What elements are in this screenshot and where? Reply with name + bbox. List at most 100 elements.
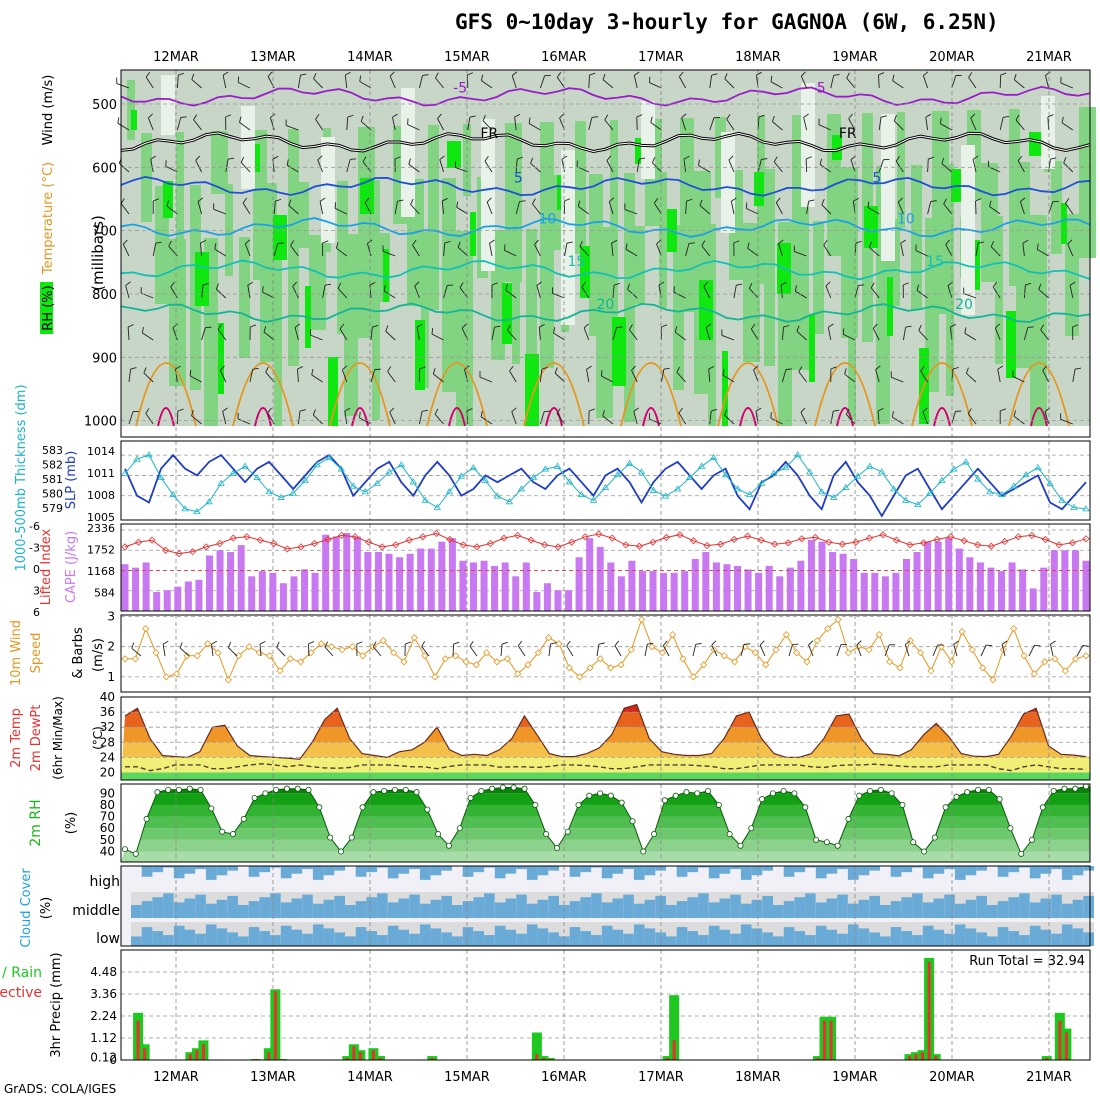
cloud-high-cell xyxy=(516,866,527,870)
cape-bar xyxy=(1019,569,1027,611)
barb-flag xyxy=(753,365,759,371)
cape-bar xyxy=(1061,550,1069,611)
barb-staff xyxy=(337,288,348,299)
rh-2m-point xyxy=(661,797,668,804)
temp-contour-25 xyxy=(329,362,391,427)
wind-speed-point xyxy=(700,661,708,669)
barb-flag xyxy=(484,155,489,162)
cloud-high-cell xyxy=(173,866,185,879)
surface-wind-barb xyxy=(596,642,605,657)
temp-frame xyxy=(120,696,1091,781)
wind-speed-point xyxy=(173,670,181,678)
cape-bar xyxy=(818,541,826,611)
lifted-index-point xyxy=(297,543,305,551)
cloud-high-cell xyxy=(1019,866,1030,868)
surface-wind-barb xyxy=(259,640,266,657)
cloud-low-cell xyxy=(730,933,741,946)
wind-speed-point xyxy=(483,649,491,657)
cloud-mid-cell xyxy=(409,894,420,918)
below-ground-band xyxy=(121,426,1090,437)
thickness-point xyxy=(830,493,838,500)
barb-flag xyxy=(770,412,772,419)
cloud-low-cell xyxy=(847,924,859,946)
barb-staff xyxy=(238,82,251,89)
barb-flag xyxy=(780,281,787,286)
temp-contour-fr-inner xyxy=(120,132,1091,153)
barb-flag xyxy=(217,324,222,330)
temp-tick-label: 20 xyxy=(100,765,115,779)
wind-speed-point xyxy=(917,649,925,657)
temp-band-28 xyxy=(121,727,1090,743)
upper-wind-barb xyxy=(757,158,768,173)
rh-mid-cell xyxy=(309,235,326,330)
cloud-high-cell xyxy=(719,866,731,874)
rh-2m-point xyxy=(823,839,830,846)
rh-bright-cell xyxy=(809,314,815,382)
lifted-index-point xyxy=(608,534,616,542)
cloud-mid-cell xyxy=(965,899,977,918)
lifted-index-point xyxy=(771,540,779,548)
rh-dry-cell xyxy=(321,137,335,243)
upper-wind-barb xyxy=(770,75,783,89)
barb-flag xyxy=(1045,71,1051,76)
barb-staff xyxy=(128,411,134,425)
barb-staff xyxy=(360,121,372,131)
thickness-point xyxy=(289,489,297,496)
precip-tick-label: 0.12 xyxy=(90,1051,117,1065)
barb-flag xyxy=(263,326,267,333)
barb-flag xyxy=(878,72,885,76)
wind-speed-point xyxy=(131,655,139,663)
barb-staff xyxy=(334,207,347,215)
cloud-high-cell xyxy=(548,866,559,871)
surface-wind-barb xyxy=(836,643,847,657)
upper-wind-barb xyxy=(748,282,759,299)
barb-flag xyxy=(830,366,837,370)
wind-speed-point xyxy=(948,658,956,666)
cloud-side-label: Cloud Cover xyxy=(19,868,34,948)
barb-staff xyxy=(624,209,638,215)
rh-2m-point xyxy=(618,799,625,806)
cloud-mid-cell xyxy=(462,901,474,918)
surface-wind-barb xyxy=(884,644,896,657)
temp-contour-label--5: -5 xyxy=(453,80,467,96)
upper-wind-barb xyxy=(823,239,832,257)
cloud-mid-cell xyxy=(644,899,656,918)
cloud-high-cell xyxy=(462,866,474,877)
cloud-mid-cell xyxy=(912,893,923,918)
barb-staff xyxy=(240,162,251,173)
barb-staff xyxy=(968,77,977,89)
barb-staff xyxy=(200,243,203,257)
upper-wind-barb xyxy=(925,113,932,131)
cloud-low-cell xyxy=(623,933,634,946)
wind-speed-point xyxy=(576,673,584,681)
cape-bar xyxy=(955,548,963,611)
upper-wind-barb xyxy=(770,412,783,425)
barb-flag xyxy=(408,158,411,165)
rh-2m-point xyxy=(564,828,571,835)
barb-staff xyxy=(179,647,190,657)
rh-band-60 xyxy=(121,816,1090,829)
upper-wind-barb xyxy=(650,116,662,131)
upper-wind-barb xyxy=(588,72,596,89)
upper-wind-barb xyxy=(1060,413,1073,425)
temp-side-label-2: 2m DewPt xyxy=(29,705,44,772)
barb-staff xyxy=(685,201,687,215)
rh-mid-cell xyxy=(428,125,439,310)
barb-flag xyxy=(389,407,395,413)
upper-wind-barb xyxy=(195,155,203,173)
rh-mid-cell xyxy=(680,118,694,312)
barb-staff xyxy=(145,413,154,425)
precip-convective-bar xyxy=(267,1052,271,1060)
upper-wind-barb xyxy=(698,159,711,173)
barb-flag xyxy=(222,407,228,412)
barb-flag xyxy=(855,240,862,244)
lifted-index-point xyxy=(852,538,860,546)
cloud-mid-cell xyxy=(826,898,838,918)
cloud-high-cell xyxy=(644,866,656,876)
cloud-mid-cell xyxy=(847,903,859,918)
temp-tick-label: 40 xyxy=(100,690,115,704)
cloud-mid-cell xyxy=(837,894,848,918)
barb-flag xyxy=(432,368,436,375)
cloud-low-cell xyxy=(580,931,592,946)
rh-mid-cell xyxy=(631,226,645,304)
